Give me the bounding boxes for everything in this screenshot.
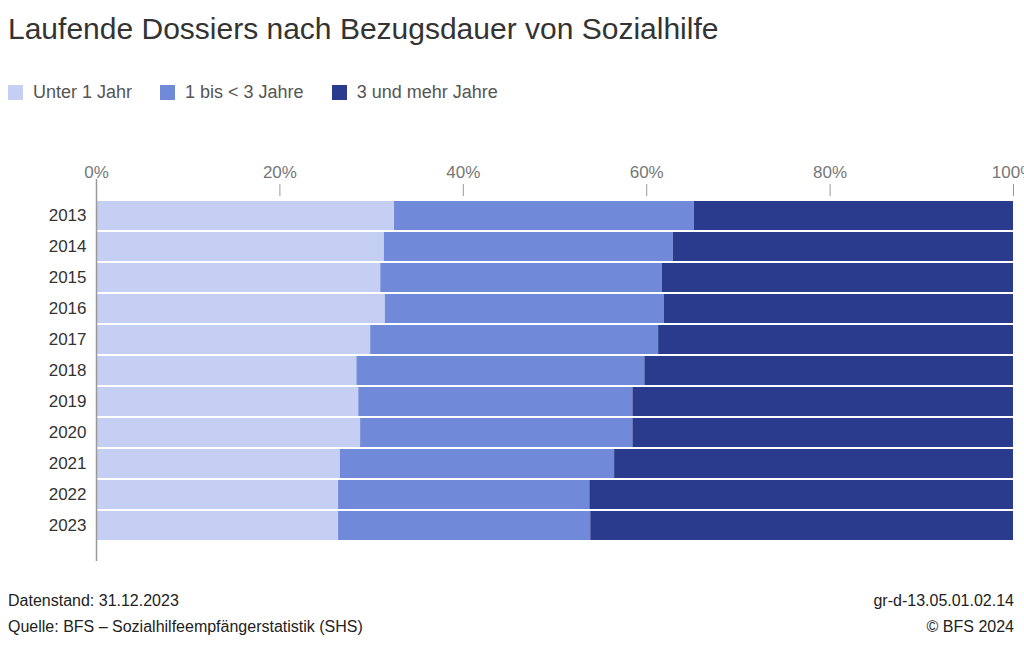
svg-text:20%: 20%	[263, 163, 297, 182]
svg-text:2013: 2013	[49, 206, 87, 225]
svg-text:60%: 60%	[630, 163, 664, 182]
svg-text:2020: 2020	[49, 423, 87, 442]
svg-text:80%: 80%	[813, 163, 847, 182]
svg-text:2014: 2014	[49, 237, 87, 256]
svg-text:2016: 2016	[49, 299, 87, 318]
svg-text:2018: 2018	[49, 361, 87, 380]
html-text:Unter 1 Jahr: Unter 1 Jahr	[33, 82, 132, 102]
html-text:Quelle: BFS – Sozialhilfeempfä: Quelle: BFS – Sozialhilfeempfängerstatis…	[8, 618, 363, 635]
svg-text:100%: 100%	[992, 163, 1024, 182]
html-text:gr-d-13.05.01.02.14: gr-d-13.05.01.02.14	[873, 592, 1014, 609]
svg-text:2023: 2023	[49, 516, 87, 535]
svg-text:2015: 2015	[49, 268, 87, 287]
html-text:3 und mehr Jahre: 3 und mehr Jahre	[356, 82, 498, 102]
svg-text:2021: 2021	[49, 454, 87, 473]
svg-text:2019: 2019	[49, 392, 87, 411]
html-text:Laufende Dossiers nach Bezugsd: Laufende Dossiers nach Bezugsdauer von S…	[8, 12, 719, 45]
svg-text:2022: 2022	[49, 485, 87, 504]
svg-text:40%: 40%	[446, 163, 480, 182]
svg-text:2017: 2017	[49, 330, 87, 349]
html-text:Datenstand: 31.12.2023: Datenstand: 31.12.2023	[8, 592, 179, 609]
svg-text:0%: 0%	[84, 163, 109, 182]
html-text:© BFS 2024: © BFS 2024	[926, 618, 1014, 635]
html-text:1 bis < 3 Jahre: 1 bis < 3 Jahre	[185, 82, 304, 102]
